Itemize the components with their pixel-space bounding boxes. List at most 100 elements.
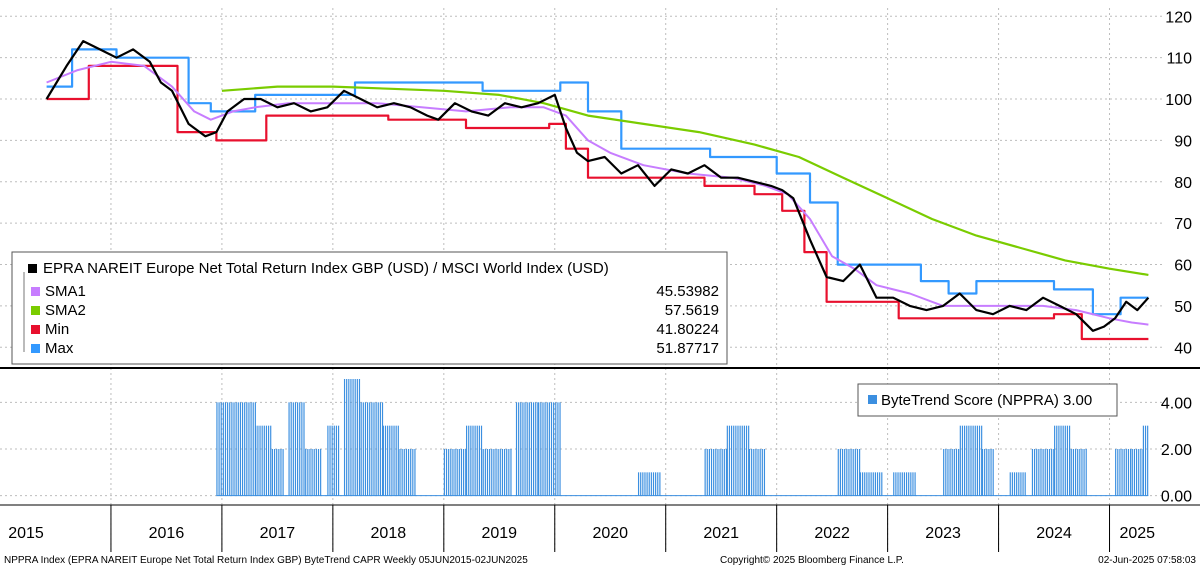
score-bar bbox=[961, 425, 964, 496]
score-bar bbox=[544, 402, 546, 496]
score-bar bbox=[874, 472, 876, 496]
score-bar bbox=[881, 472, 883, 496]
legend-swatch-sma1 bbox=[31, 287, 40, 296]
score-bar bbox=[755, 449, 757, 496]
main-y-tick-label: 80 bbox=[1174, 175, 1192, 192]
score-bar bbox=[872, 472, 874, 496]
x-tick-label: 2017 bbox=[260, 525, 296, 542]
score-bar bbox=[972, 425, 974, 496]
score-bar bbox=[508, 449, 510, 496]
score-bar bbox=[1121, 449, 1123, 496]
score-bar bbox=[1020, 472, 1022, 496]
x-tick-label: 2023 bbox=[925, 525, 961, 542]
score-bar bbox=[1018, 472, 1020, 496]
legend-value-sma1: 45.53982 bbox=[656, 283, 719, 300]
series-line-price bbox=[45, 40, 1150, 332]
score-bar bbox=[548, 402, 550, 496]
score-bar bbox=[1140, 449, 1142, 496]
score-bar bbox=[482, 449, 484, 496]
score-bar bbox=[958, 449, 960, 496]
x-tick-label: 2016 bbox=[149, 525, 185, 542]
score-bar bbox=[522, 402, 524, 496]
score-bar bbox=[271, 449, 274, 496]
score-bar bbox=[905, 472, 908, 496]
score-bar bbox=[1119, 449, 1121, 496]
score-bar bbox=[1133, 449, 1136, 496]
score-bar bbox=[337, 425, 340, 496]
score-bar bbox=[476, 425, 478, 496]
score-bar bbox=[224, 402, 227, 496]
score-bar bbox=[966, 425, 968, 496]
score-bar bbox=[1064, 425, 1066, 496]
score-bar bbox=[292, 402, 294, 496]
score-bar bbox=[246, 402, 248, 496]
score-bar bbox=[360, 402, 362, 496]
score-bar bbox=[652, 472, 655, 496]
score-bar bbox=[735, 425, 737, 496]
score-bar bbox=[1024, 472, 1026, 496]
main-legend: EPRA NAREIT Europe Net Total Return Inde… bbox=[11, 251, 728, 365]
score-bar bbox=[278, 449, 280, 496]
score-bar bbox=[721, 449, 723, 496]
score-bar bbox=[553, 402, 555, 496]
score-bar bbox=[726, 425, 728, 496]
legend-swatch-price bbox=[28, 264, 37, 273]
main-y-tick-label: 40 bbox=[1174, 340, 1192, 357]
score-bar bbox=[895, 472, 897, 496]
score-bar bbox=[311, 449, 313, 496]
score-bar bbox=[951, 449, 953, 496]
x-tick-label: 2018 bbox=[371, 525, 407, 542]
score-bar bbox=[899, 472, 901, 496]
score-bar bbox=[468, 425, 470, 496]
score-bar bbox=[524, 402, 526, 496]
score-bar bbox=[466, 425, 468, 496]
score-bar bbox=[267, 425, 270, 496]
score-bar bbox=[401, 449, 403, 496]
score-bar bbox=[910, 472, 912, 496]
score-bar bbox=[282, 449, 284, 496]
score-bar bbox=[914, 472, 916, 496]
score-bar bbox=[381, 402, 384, 496]
score-bar bbox=[868, 472, 870, 496]
score-bar bbox=[333, 425, 335, 496]
score-bar bbox=[1044, 449, 1046, 496]
score-bar bbox=[371, 402, 373, 496]
score-bar bbox=[763, 449, 766, 496]
series-line-sma1 bbox=[46, 60, 1149, 326]
score-bar bbox=[231, 402, 233, 496]
score-bar bbox=[255, 425, 257, 496]
main-y-axis-ticks: 40 50 60 70 80 90 100 110 120 bbox=[1165, 9, 1192, 357]
score-bar bbox=[757, 449, 759, 496]
score-bar bbox=[216, 402, 218, 496]
score-bar bbox=[981, 425, 983, 496]
score-bar bbox=[288, 402, 290, 496]
score-bar bbox=[1135, 449, 1138, 496]
score-bar bbox=[841, 449, 844, 496]
score-bar bbox=[859, 449, 861, 496]
score-bar bbox=[458, 449, 460, 496]
score-bar bbox=[366, 402, 369, 496]
score-bar bbox=[753, 449, 755, 496]
score-bar bbox=[759, 449, 761, 496]
score-legend-box bbox=[857, 383, 1118, 417]
score-bar bbox=[335, 425, 338, 496]
x-tick-label: 2022 bbox=[814, 525, 850, 542]
score-bar bbox=[235, 402, 237, 496]
score-bar bbox=[644, 472, 646, 496]
score-bar bbox=[510, 449, 512, 496]
score-bar bbox=[484, 449, 486, 496]
x-axis: 2015 2016 2017 2018 2019 2020 2021 2022 2023 2024… bbox=[0, 504, 1200, 552]
score-bar bbox=[450, 449, 452, 496]
score-bar bbox=[1060, 425, 1062, 496]
score-bar bbox=[739, 425, 741, 496]
score-bar bbox=[1013, 472, 1016, 496]
score-bar bbox=[844, 449, 846, 496]
score-bar bbox=[719, 449, 721, 496]
score-bar bbox=[725, 449, 728, 496]
score-bar bbox=[343, 379, 346, 496]
score-bar bbox=[503, 449, 506, 496]
score-bar bbox=[329, 425, 331, 496]
score-bar bbox=[538, 402, 540, 496]
score-bar bbox=[984, 449, 986, 496]
score-bar bbox=[908, 472, 910, 496]
